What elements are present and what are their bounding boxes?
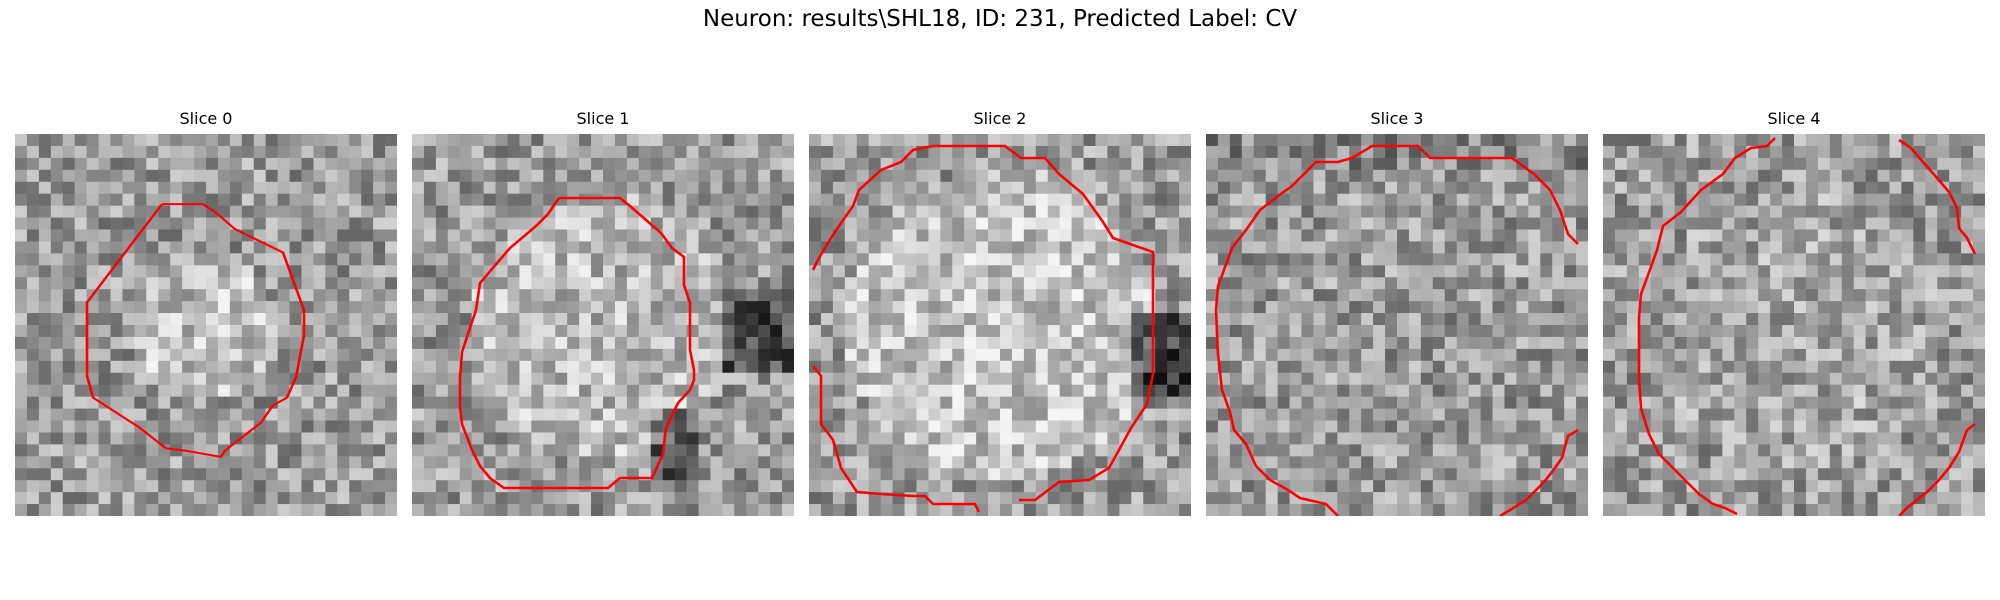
slice-panel-1: Slice 1 <box>412 108 794 516</box>
slice-title-4: Slice 4 <box>1767 109 1821 128</box>
slice-panel-0: Slice 0 <box>15 108 397 516</box>
contour-line <box>811 365 981 513</box>
contour-line <box>1214 144 1579 516</box>
slice-panel-4: Slice 4 <box>1603 108 1985 516</box>
slice-title-3: Slice 3 <box>1370 109 1424 128</box>
contour-line <box>85 203 306 459</box>
contour-line <box>811 144 1155 502</box>
slice-image-3 <box>1206 134 1588 516</box>
contour-line <box>1637 137 1776 516</box>
contour-line <box>1499 428 1579 516</box>
slice-title-1: Slice 1 <box>576 109 630 128</box>
slice-image-1 <box>412 134 794 516</box>
figure-title: Neuron: results\SHL18, ID: 231, Predicte… <box>702 6 1298 32</box>
slice-panel-3: Slice 3 <box>1206 108 1588 516</box>
slice-image-2 <box>809 134 1191 516</box>
slice-title-0: Slice 0 <box>179 109 233 128</box>
contour-line <box>1898 138 1977 255</box>
contour-line <box>1898 422 1976 516</box>
contour-line <box>458 196 696 490</box>
slice-image-4 <box>1603 134 1985 516</box>
slice-panel-2: Slice 2 <box>809 108 1191 516</box>
slice-image-0 <box>15 134 397 516</box>
slice-title-2: Slice 2 <box>973 109 1027 128</box>
